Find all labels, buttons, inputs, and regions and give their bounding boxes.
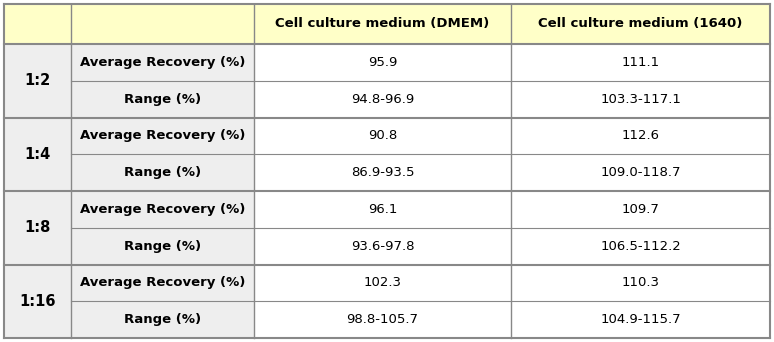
Bar [4, 191, 71, 264]
Bar [511, 44, 770, 81]
Text: Range (%): Range (%) [124, 166, 201, 179]
Bar [254, 301, 511, 338]
Bar [71, 44, 254, 81]
Text: 94.8-96.9: 94.8-96.9 [351, 93, 414, 106]
Bar [254, 191, 511, 228]
Bar [4, 264, 71, 338]
Text: 111.1: 111.1 [622, 56, 659, 69]
Text: Average Recovery (%): Average Recovery (%) [80, 129, 245, 142]
Text: 90.8: 90.8 [368, 129, 397, 142]
Bar [71, 228, 254, 264]
Bar [71, 118, 254, 154]
Bar [254, 154, 511, 191]
Text: 103.3-117.1: 103.3-117.1 [600, 93, 681, 106]
Text: 109.0-118.7: 109.0-118.7 [601, 166, 681, 179]
Bar [254, 4, 511, 44]
Text: 1:8: 1:8 [24, 220, 50, 235]
Bar [254, 81, 511, 118]
Text: 112.6: 112.6 [622, 129, 659, 142]
Text: 1:2: 1:2 [24, 73, 50, 88]
Text: Cell culture medium (1640): Cell culture medium (1640) [538, 17, 743, 30]
Bar [511, 301, 770, 338]
Text: 102.3: 102.3 [364, 276, 402, 289]
Text: 95.9: 95.9 [368, 56, 397, 69]
Bar [71, 264, 254, 301]
Text: 104.9-115.7: 104.9-115.7 [600, 313, 681, 326]
Bar [511, 118, 770, 154]
Bar [254, 118, 511, 154]
Bar [511, 154, 770, 191]
Bar [71, 191, 254, 228]
Bar [511, 264, 770, 301]
Text: Average Recovery (%): Average Recovery (%) [80, 56, 245, 69]
Text: 96.1: 96.1 [368, 203, 397, 216]
Bar [71, 301, 254, 338]
Text: 1:16: 1:16 [19, 294, 56, 309]
Bar [511, 81, 770, 118]
Bar [254, 44, 511, 81]
Text: 110.3: 110.3 [622, 276, 659, 289]
Text: 93.6-97.8: 93.6-97.8 [351, 240, 414, 253]
Text: Range (%): Range (%) [124, 240, 201, 253]
Bar [71, 154, 254, 191]
Text: 98.8-105.7: 98.8-105.7 [347, 313, 419, 326]
Text: Range (%): Range (%) [124, 313, 201, 326]
Text: 1:4: 1:4 [24, 147, 50, 162]
Text: Cell culture medium (DMEM): Cell culture medium (DMEM) [276, 17, 490, 30]
Bar [4, 44, 71, 118]
Bar [71, 81, 254, 118]
Text: 109.7: 109.7 [622, 203, 659, 216]
Bar [511, 228, 770, 264]
Bar [511, 191, 770, 228]
Text: 106.5-112.2: 106.5-112.2 [600, 240, 681, 253]
Text: Average Recovery (%): Average Recovery (%) [80, 203, 245, 216]
Bar [254, 264, 511, 301]
Text: Average Recovery (%): Average Recovery (%) [80, 276, 245, 289]
Bar [4, 118, 71, 191]
Text: Range (%): Range (%) [124, 93, 201, 106]
Bar [4, 4, 254, 44]
Bar [511, 4, 770, 44]
Bar [254, 228, 511, 264]
Text: 86.9-93.5: 86.9-93.5 [351, 166, 414, 179]
